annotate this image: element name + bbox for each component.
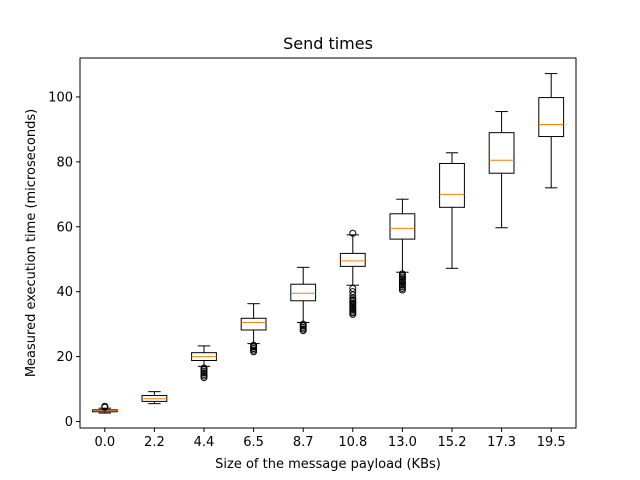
x-axis: 0.0 2.2 4.4 6.5 8.7 10.8 13.0 15.2 17.3 19.5 [94,428,566,450]
x-tick-label: 4.4 [194,435,215,450]
iqr-box [240,317,267,331]
x-tick-label: 6.5 [243,435,264,450]
box-2.2 [141,391,168,405]
x-tick-label: 2.2 [144,435,165,450]
iqr-box [538,97,565,138]
outlier-point [101,402,109,410]
box-6.5 [240,303,267,356]
outlier-point [398,286,406,294]
y-tick-label: 60 [56,220,73,235]
iqr-box [389,213,416,240]
x-tick-label: 19.5 [537,435,566,450]
x-axis-label: Size of the message payload (KBs) [215,457,441,472]
outlier-point [349,310,357,318]
iqr-box [488,132,515,174]
box-19.5 [538,73,565,189]
box-17.3 [488,111,515,229]
box-15.2 [439,152,465,269]
box-0.0 [91,402,118,414]
x-tick-label: 8.7 [293,435,314,450]
iqr-box [339,252,366,267]
box-8.7 [290,266,317,335]
box-10.8 [339,229,366,318]
outlier-point [250,348,258,356]
box-13.0 [389,198,416,294]
box-4.4 [191,345,217,382]
x-tick-label: 17.3 [487,435,516,450]
x-tick-label: 13.0 [388,435,417,450]
y-tick-label: 20 [56,350,73,365]
outlier-point [299,327,307,335]
iqr-box [290,283,317,302]
x-tick-label: 0.0 [94,435,115,450]
y-tick-label: 80 [56,155,73,170]
x-tick-label: 15.2 [438,435,467,450]
y-axis: 0 20 40 60 80 100 [48,90,80,430]
chart-title: Send times [283,34,373,53]
y-tick-label: 0 [65,415,73,430]
iqr-box [439,162,465,208]
y-tick-label: 100 [48,90,73,105]
outlier-point [349,229,357,237]
y-axis-label: Measured execution time (microseconds) [24,109,39,377]
outlier-point [200,374,208,382]
x-tick-label: 10.8 [338,435,367,450]
plot-frame [79,57,577,429]
y-tick-label: 40 [56,285,73,300]
